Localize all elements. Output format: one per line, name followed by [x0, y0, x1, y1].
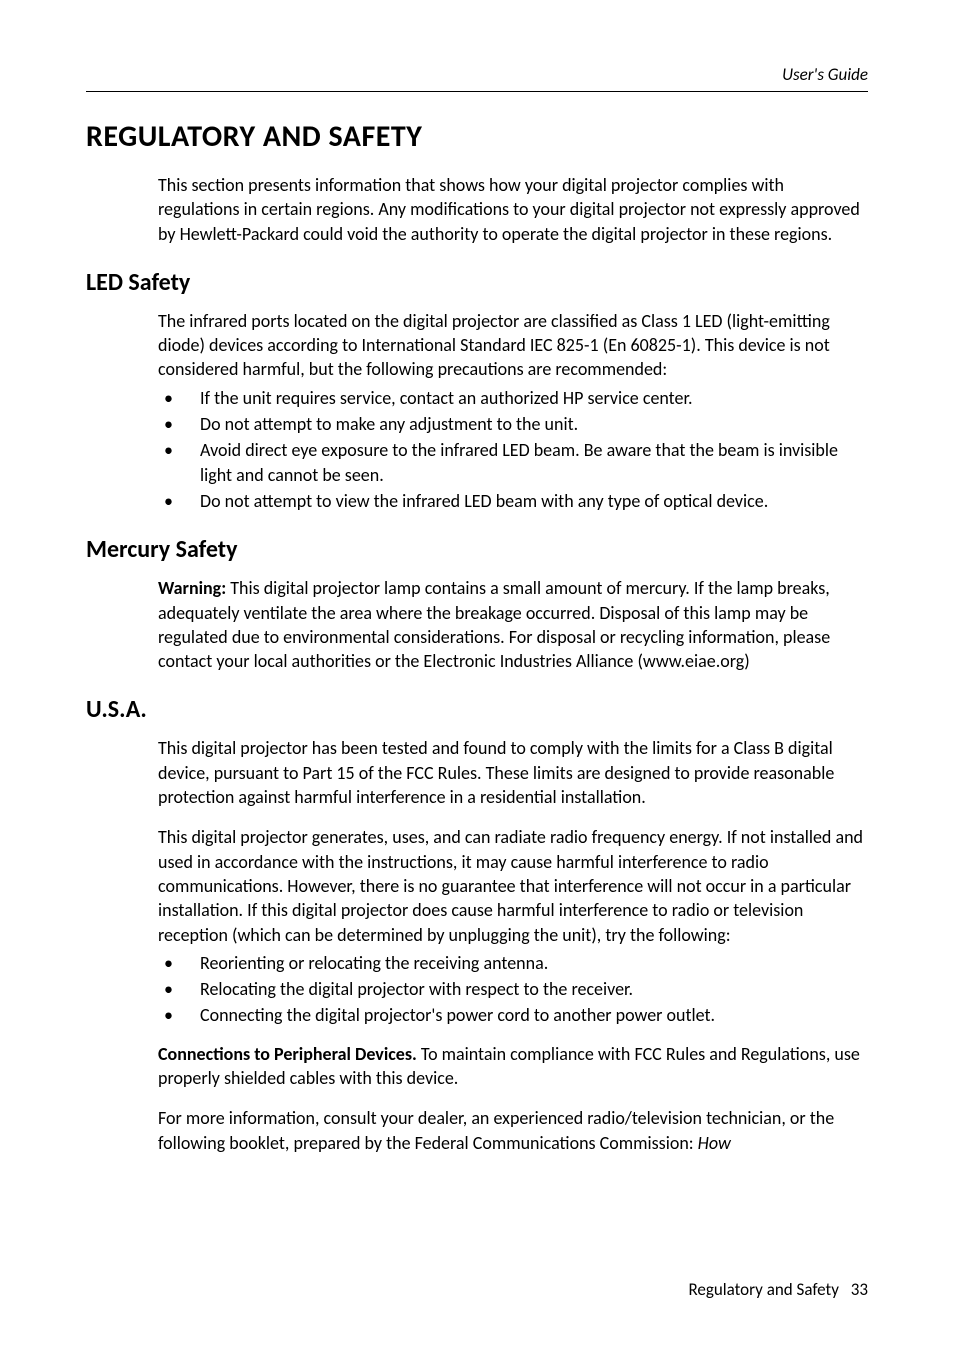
usa-paragraph-2: This digital projector generates, uses, … [158, 825, 868, 946]
led-paragraph: The infrared ports located on the digita… [158, 309, 868, 382]
list-item: Relocating the digital projector with re… [158, 977, 868, 1001]
page-title: REGULATORY AND SAFETY [86, 118, 868, 155]
led-block: The infrared ports located on the digita… [158, 309, 868, 513]
usa-p3-text: For more information, consult your deale… [158, 1107, 834, 1153]
running-head: User's Guide [86, 64, 868, 85]
footer-label: Regulatory and Safety [688, 1279, 838, 1300]
list-item: Do not attempt to view the infrared LED … [158, 489, 868, 513]
list-item: If the unit requires service, contact an… [158, 386, 868, 410]
warning-text: This digital projector lamp contains a s… [158, 577, 830, 672]
connections-label: Connections to Peripheral Devices. [158, 1043, 417, 1065]
usa-heading: U.S.A. [86, 695, 868, 724]
list-item: Connecting the digital projector's power… [158, 1003, 868, 1027]
usa-block: This digital projector has been tested a… [158, 736, 868, 1154]
list-item: Do not attempt to make any adjustment to… [158, 412, 868, 436]
list-item: Reorienting or relocating the receiving … [158, 951, 868, 975]
connections-paragraph: Connections to Peripheral Devices. To ma… [158, 1042, 868, 1091]
list-item: Avoid direct eye exposure to the infrare… [158, 438, 868, 487]
header-divider [86, 91, 868, 92]
usa-paragraph-1: This digital projector has been tested a… [158, 736, 868, 809]
mercury-heading: Mercury Safety [86, 535, 868, 564]
led-heading: LED Safety [86, 268, 868, 297]
footer-page-number: 33 [851, 1279, 868, 1300]
usa-paragraph-3: For more information, consult your deale… [158, 1106, 868, 1155]
page-footer: Regulatory and Safety 33 [688, 1279, 868, 1300]
mercury-block: Warning: This digital projector lamp con… [158, 576, 868, 673]
warning-label: Warning: [158, 577, 226, 599]
intro-block: This section presents information that s… [158, 173, 868, 246]
mercury-paragraph: Warning: This digital projector lamp con… [158, 576, 868, 673]
led-bullet-list: If the unit requires service, contact an… [158, 386, 868, 513]
intro-paragraph: This section presents information that s… [158, 173, 868, 246]
usa-bullet-list: Reorienting or relocating the receiving … [158, 951, 868, 1028]
usa-p3-italic: How [698, 1132, 731, 1154]
